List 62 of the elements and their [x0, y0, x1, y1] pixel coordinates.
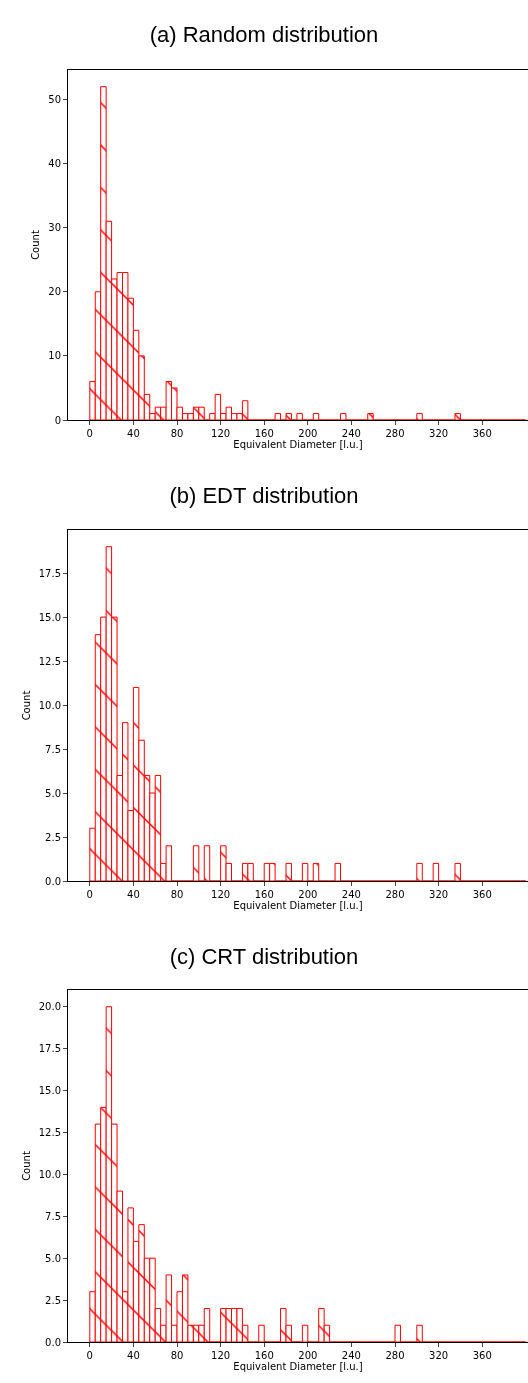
x-tick-label: 240 [341, 428, 361, 439]
y-tick-label: 2.5 [45, 1294, 61, 1306]
chart-title: (a) Random distribution [149, 21, 379, 47]
y-tick-label: 50 [48, 93, 61, 105]
y-axis-title: Count [20, 1151, 32, 1181]
x-tick-label: 280 [385, 428, 405, 439]
x-tick-label: 160 [254, 428, 274, 439]
y-tick-label: 12.5 [38, 655, 61, 667]
x-tick-label: 280 [385, 889, 405, 900]
x-tick-label: 160 [254, 889, 274, 900]
y-tick-label: 20.0 [38, 1001, 61, 1013]
x-tick-label: 240 [341, 1350, 361, 1361]
y-tick-label: 15.0 [38, 1085, 61, 1097]
y-tick-label: 2.5 [45, 831, 61, 843]
y-tick-label: 15.0 [38, 611, 61, 623]
x-tick-label: 80 [170, 1350, 184, 1361]
x-tick-label: 0 [86, 1350, 93, 1361]
y-tick-label: 20 [48, 286, 61, 298]
x-axis-title: Equivalent Diameter [l.u.] [233, 439, 363, 450]
x-tick-label: 200 [298, 889, 318, 900]
x-tick-label: 120 [211, 1350, 231, 1361]
x-tick-label: 120 [211, 428, 231, 439]
y-tick-label: 40 [48, 158, 61, 170]
x-tick-label: 320 [429, 428, 449, 439]
x-tick-label: 240 [341, 889, 361, 900]
y-tick-label: 10 [48, 350, 61, 362]
x-tick-label: 160 [254, 1350, 274, 1361]
x-tick-label: 200 [298, 1350, 318, 1361]
x-tick-label: 0 [86, 428, 93, 439]
x-tick-label: 40 [127, 428, 140, 439]
x-tick-label: 360 [472, 889, 492, 900]
y-tick-label: 12.5 [38, 1126, 61, 1138]
y-axis-title: Count [20, 690, 32, 721]
y-tick-label: 10.0 [38, 699, 61, 711]
chart-title: (b) EDT distribution [169, 482, 359, 508]
y-axis-title: Count [30, 230, 42, 260]
x-tick-label: 120 [211, 889, 231, 900]
x-tick-label: 320 [429, 1350, 449, 1361]
y-tick-label: 10.0 [38, 1168, 61, 1180]
x-tick-label: 80 [170, 889, 184, 900]
x-tick-label: 320 [429, 889, 449, 900]
x-tick-label: 280 [385, 1350, 405, 1361]
x-axis-title: Equivalent Diameter [l.u.] [233, 900, 363, 911]
x-tick-label: 360 [472, 428, 492, 439]
y-tick-label: 17.5 [38, 567, 61, 579]
x-tick-label: 40 [127, 889, 140, 900]
y-tick-label: 0 [54, 414, 61, 426]
y-tick-label: 30 [48, 222, 61, 234]
x-tick-label: 80 [170, 428, 184, 439]
x-tick-label: 40 [127, 1350, 140, 1361]
y-tick-label: 5.0 [45, 1252, 61, 1264]
x-tick-label: 360 [472, 1350, 492, 1361]
y-tick-label: 7.5 [45, 1210, 61, 1222]
x-tick-label: 0 [86, 889, 93, 900]
y-tick-label: 0.0 [45, 875, 61, 887]
y-tick-label: 5.0 [45, 787, 61, 799]
y-tick-label: 17.5 [38, 1043, 61, 1055]
x-tick-label: 200 [298, 428, 318, 439]
y-tick-label: 0.0 [45, 1336, 61, 1348]
x-axis-title: Equivalent Diameter [l.u.] [233, 1361, 363, 1372]
y-tick-label: 7.5 [45, 743, 61, 755]
chart-title: (c) CRT distribution [169, 943, 359, 969]
